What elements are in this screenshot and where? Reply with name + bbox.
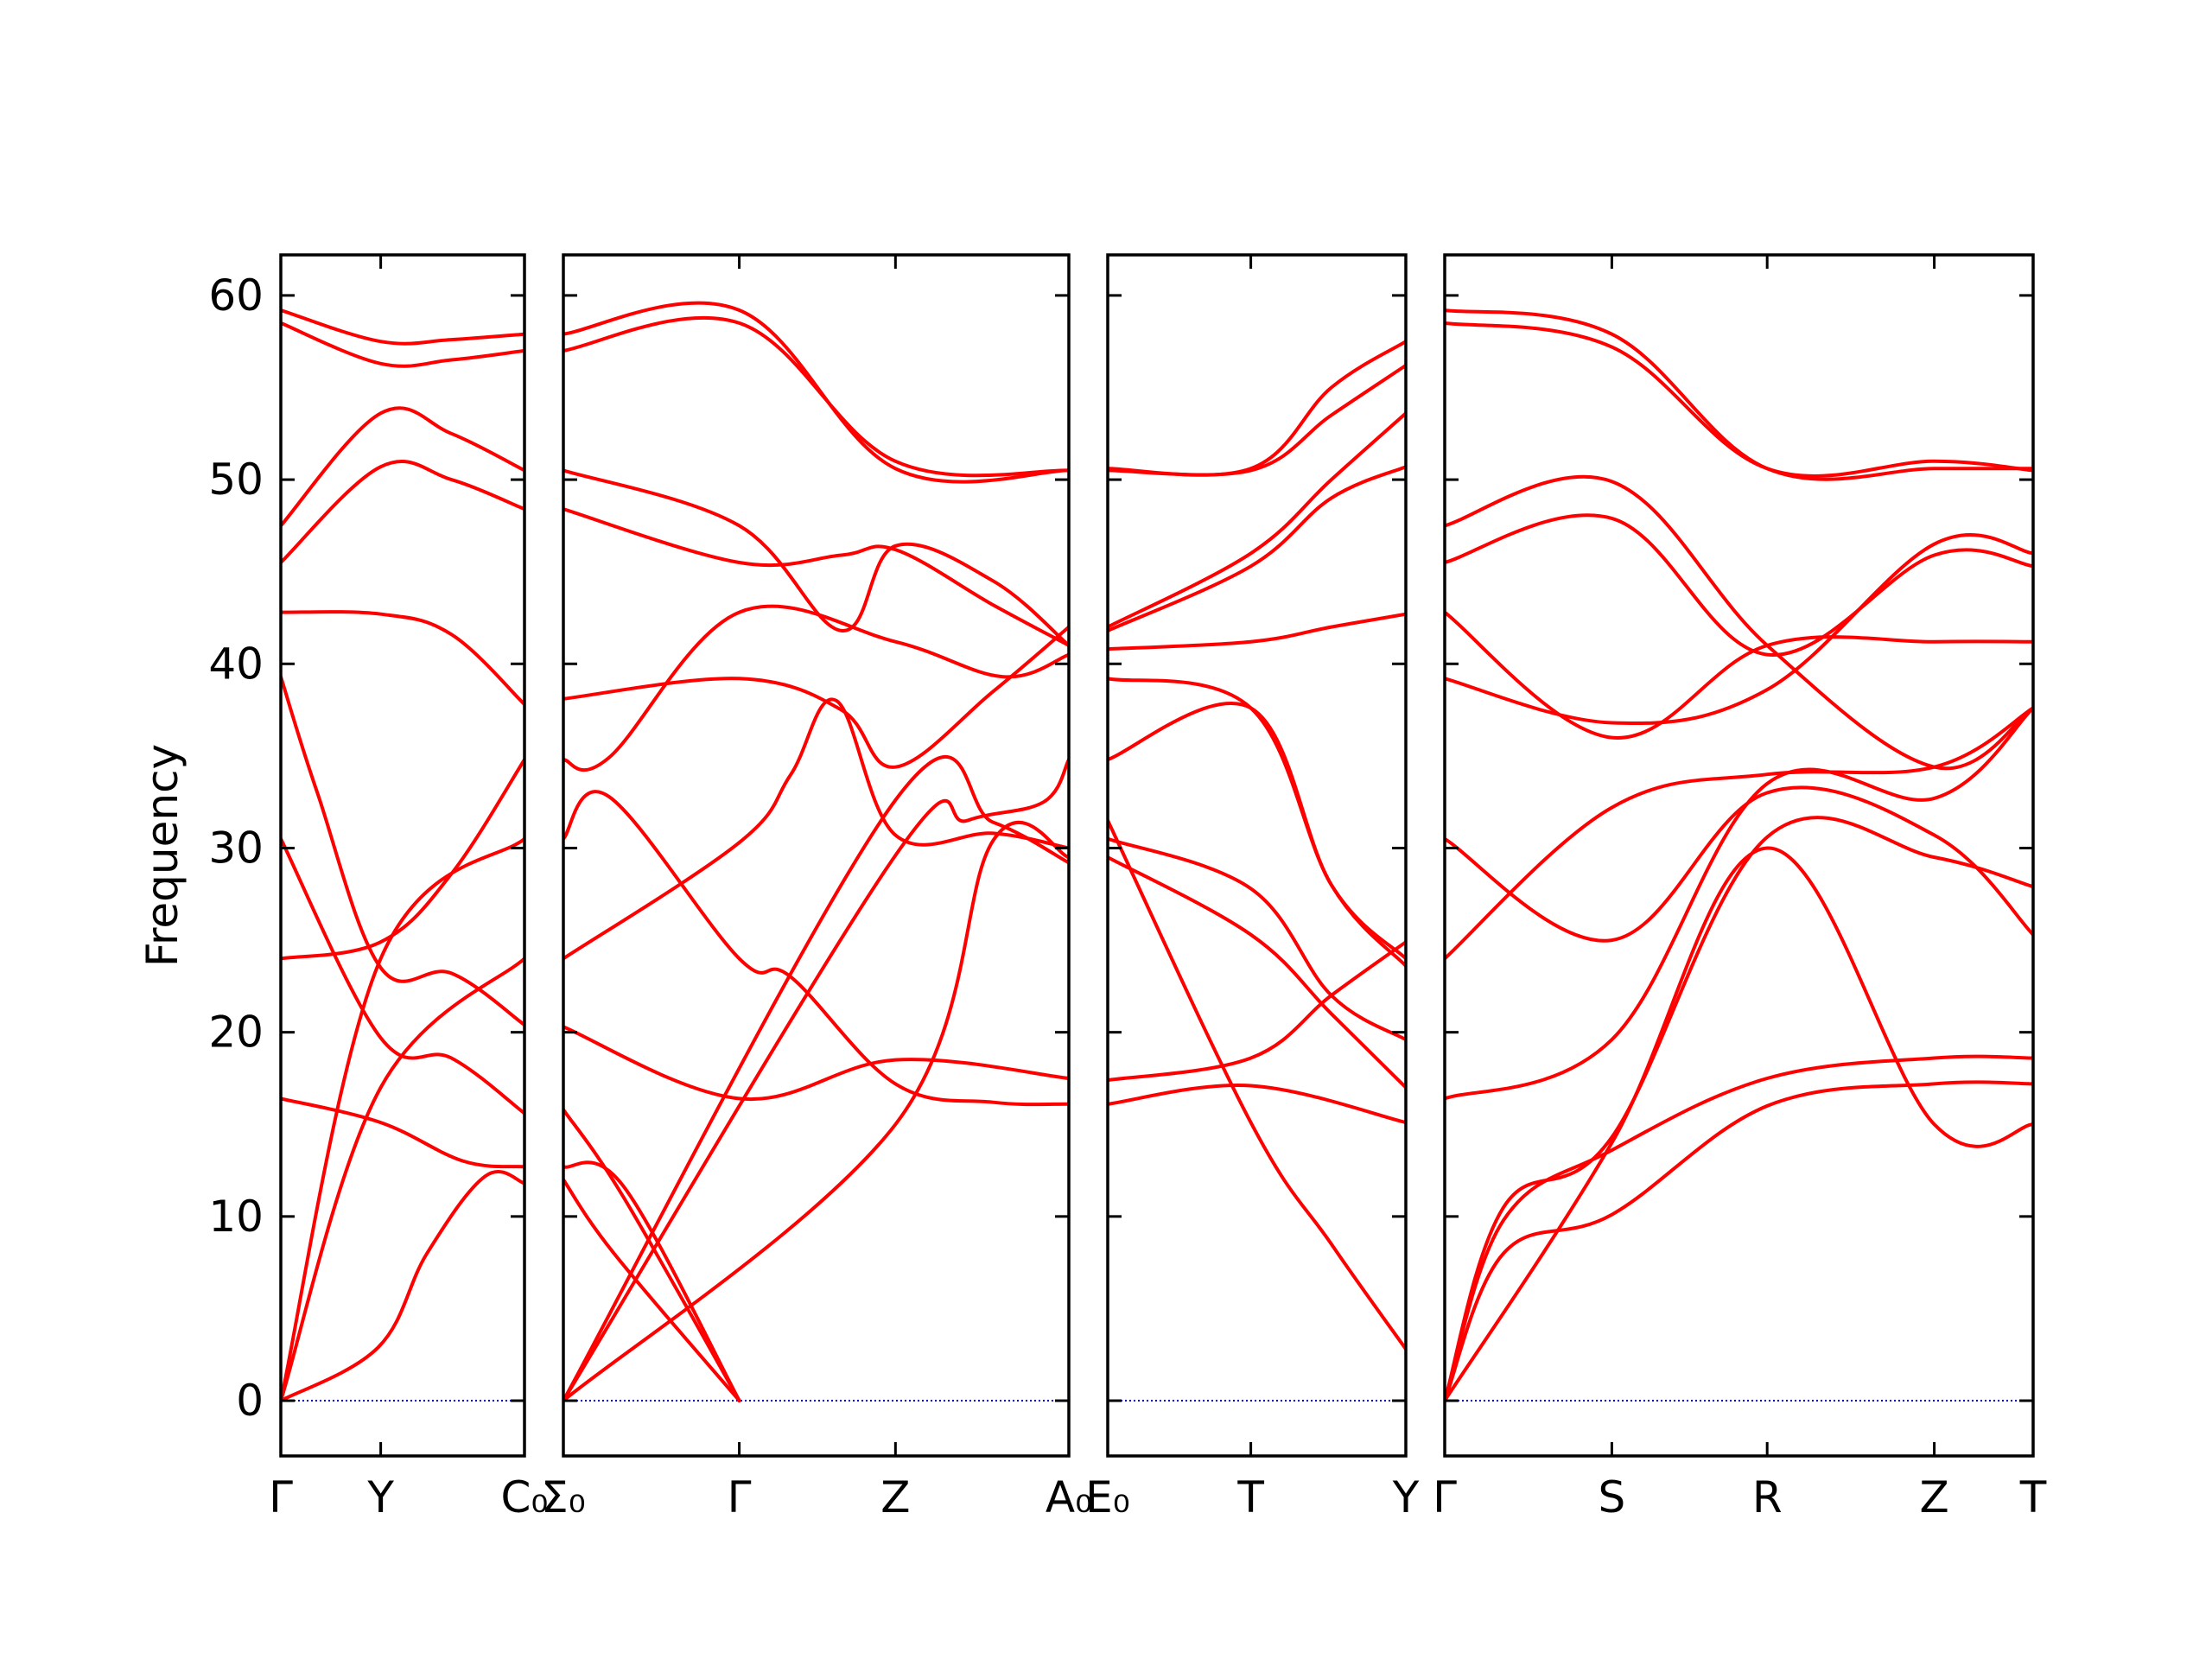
panel-1: 0 10 20 30 40 50 60 Γ Y C₀ <box>208 253 549 1522</box>
band-line <box>1108 940 1406 1083</box>
band-line <box>1108 701 1406 961</box>
band-line <box>281 610 524 707</box>
band-line <box>563 755 1069 1402</box>
x-tick-label: Y <box>1392 1472 1420 1522</box>
band-line <box>1445 610 2033 740</box>
bands <box>1108 340 1406 1351</box>
band-line <box>1445 816 2033 1402</box>
x-tick-label: T <box>2019 1472 2047 1522</box>
y-axis-label: Frequency <box>137 744 188 967</box>
band-line <box>281 321 524 368</box>
band-line <box>1445 1054 2033 1402</box>
band-line <box>1445 706 2033 1101</box>
bands <box>1445 308 2033 1402</box>
band-line <box>1108 612 1406 652</box>
band-line <box>1445 474 2033 771</box>
band-line <box>1108 818 1406 1351</box>
x-tick-label: C₀ <box>501 1472 549 1522</box>
band-line <box>281 758 524 961</box>
band-line <box>281 836 524 1116</box>
band-line <box>1108 677 1406 968</box>
band-line <box>1445 533 2033 726</box>
y-tick-label: 20 <box>208 1007 264 1058</box>
band-line <box>563 604 1069 772</box>
band-line <box>563 1108 741 1402</box>
band-line <box>281 675 524 1027</box>
band-line <box>1445 308 2033 481</box>
band-line <box>563 1025 1069 1102</box>
x-tick-label: T <box>1236 1472 1264 1522</box>
band-line <box>281 1096 524 1169</box>
x-tick-label: A₀ <box>1046 1472 1092 1522</box>
band-line <box>1445 846 2033 1402</box>
panel-frame <box>562 253 1071 1458</box>
band-line <box>1108 836 1406 1042</box>
x-tick-label: Γ <box>728 1472 752 1522</box>
band-line <box>563 468 1069 647</box>
band-line <box>281 460 524 564</box>
x-tick-label: Z <box>880 1472 910 1522</box>
panel-2: Σ₀ Γ Z A₀ <box>541 253 1092 1522</box>
x-tick-label: R <box>1752 1472 1783 1522</box>
x-tick-label: S <box>1599 1472 1626 1522</box>
band-line <box>1445 706 2033 961</box>
x-tick-label: Y <box>366 1472 394 1522</box>
y-tick-label: 50 <box>208 454 264 505</box>
band-line <box>281 406 524 528</box>
panel-frame <box>1443 253 2035 1458</box>
band-line <box>281 957 524 1402</box>
band-line <box>563 625 1069 769</box>
x-tick-label: Z <box>1919 1472 1948 1522</box>
y-tick-label: 40 <box>208 639 264 689</box>
band-line <box>1108 363 1406 477</box>
band-line <box>563 301 1069 484</box>
band-line <box>563 697 1069 961</box>
band-line <box>563 790 1069 1107</box>
band-line <box>1108 340 1406 477</box>
y-tick-label: 60 <box>208 270 264 321</box>
band-line <box>281 836 524 1402</box>
band-line <box>1108 1084 1406 1125</box>
band-line <box>563 820 1069 1402</box>
band-line <box>281 1169 524 1402</box>
band-line <box>563 758 1069 1402</box>
band-line <box>563 507 1069 647</box>
panel-frame <box>1106 253 1408 1458</box>
bands <box>281 308 524 1402</box>
x-tick-label: Σ₀ <box>541 1472 586 1522</box>
band-line <box>1108 411 1406 629</box>
bands <box>563 301 1069 1402</box>
band-line <box>563 1160 741 1402</box>
band-line <box>1108 465 1406 632</box>
band-line <box>1445 513 2033 657</box>
y-tick-label: 10 <box>208 1192 264 1242</box>
panel-frame <box>279 253 526 1458</box>
band-line <box>281 308 524 346</box>
x-tick-label: Γ <box>269 1472 293 1522</box>
y-tick-label: 0 <box>236 1376 264 1426</box>
band-line <box>563 315 1069 478</box>
y-tick-label: 30 <box>208 823 264 873</box>
band-line <box>1108 855 1406 1090</box>
band-line <box>563 1178 741 1402</box>
x-tick-label: Γ <box>1433 1472 1457 1522</box>
panel-3: E₀ T Y <box>1085 253 1420 1522</box>
band-line <box>1445 1080 2033 1402</box>
band-line <box>1445 785 2033 943</box>
x-tick-label: E₀ <box>1085 1472 1130 1522</box>
